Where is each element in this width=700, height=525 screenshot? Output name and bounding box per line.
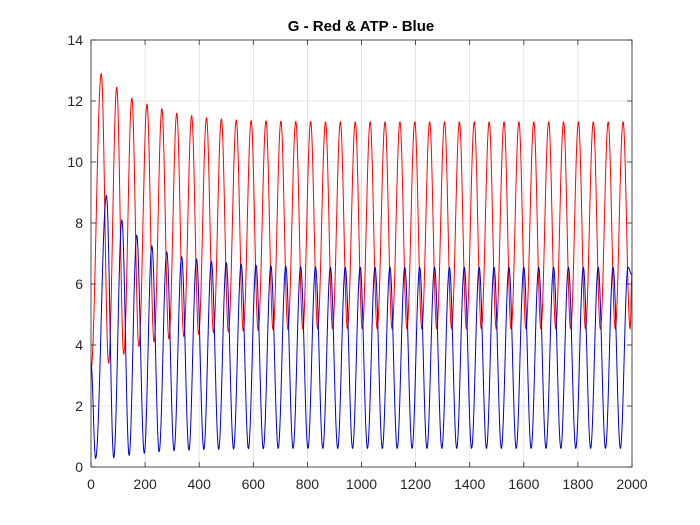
- x-tick-label: 1200: [400, 476, 431, 492]
- series-layer: [90, 73, 633, 459]
- x-tick-label: 800: [296, 476, 320, 492]
- y-tick-label: 0: [75, 459, 83, 475]
- y-tick-label: 10: [67, 154, 83, 170]
- y-tick-label: 6: [75, 276, 83, 292]
- x-tick-label: 0: [87, 476, 95, 492]
- y-tick-label: 4: [75, 337, 83, 353]
- x-tick-label: 1600: [508, 476, 539, 492]
- series-line-1: [90, 73, 633, 370]
- x-tick-label: 1800: [562, 476, 593, 492]
- y-tick-label: 2: [75, 398, 83, 414]
- series-line-2: [90, 195, 633, 459]
- x-tick-label: 1000: [346, 476, 377, 492]
- x-tick-label: 400: [188, 476, 212, 492]
- x-tick-label: 200: [133, 476, 157, 492]
- x-tick-label: 2000: [616, 476, 647, 492]
- x-tick-label: 1400: [454, 476, 485, 492]
- x-tick-labels: 0 200 400 600 800 1000 1200 1400 1600 1800 2000: [87, 476, 648, 492]
- y-tick-label: 14: [67, 32, 83, 48]
- tick-marks: [90, 39, 633, 468]
- chart-title: G - Red & ATP - Blue: [288, 18, 434, 35]
- y-tick-label: 12: [67, 93, 83, 109]
- y-tick-label: 8: [75, 215, 83, 231]
- x-tick-label: 600: [242, 476, 266, 492]
- y-tick-labels: 0 2 4 6 8 10 12 14: [67, 32, 83, 475]
